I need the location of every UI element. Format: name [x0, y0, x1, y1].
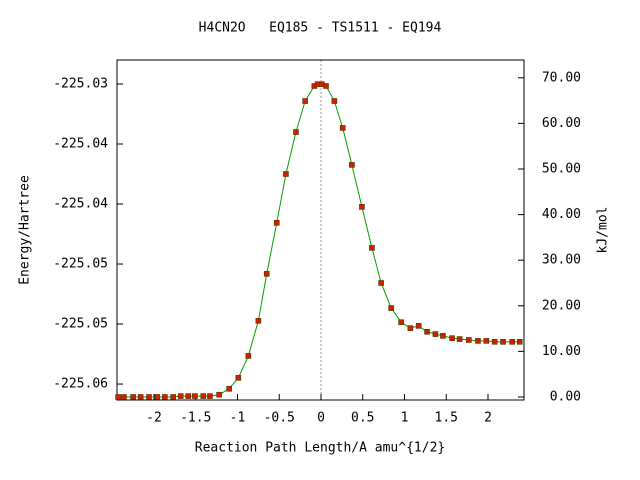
data-point [185, 393, 192, 399]
data-point [283, 171, 289, 177]
data-point [415, 323, 422, 329]
data-point [245, 353, 252, 359]
y2-tick-label: 20.00 [542, 298, 581, 313]
x-axis-label: Reaction Path Length/A amu^{1/2} [195, 441, 445, 456]
data-point [216, 391, 222, 398]
x-tick-label: -1.5 [180, 411, 211, 426]
y-tick-label: -225.05 [53, 257, 108, 272]
data-point [475, 338, 481, 344]
y2-tick-label: 10.00 [542, 344, 581, 359]
x-tick-label: -1 [230, 411, 246, 426]
y2-tick-label: 60.00 [542, 116, 581, 131]
data-point [192, 393, 198, 399]
data-point [302, 98, 308, 104]
data-point [456, 336, 463, 342]
data-point [273, 219, 280, 226]
y-tick-label: -225.03 [53, 77, 108, 92]
data-point [369, 245, 375, 251]
data-point [378, 280, 384, 286]
y-tick-label: -225.04 [53, 137, 108, 152]
data-point [255, 318, 262, 324]
data-point [407, 325, 414, 331]
data-point [424, 328, 430, 335]
y2-tick-label: 40.00 [542, 207, 581, 222]
chart-title: H4CN2O EQ185 - TS1511 - EQ194 [199, 21, 442, 36]
y-axis-label: Energy/Hartree [18, 175, 33, 285]
data-point [263, 271, 270, 277]
data-point [162, 394, 168, 400]
data-point [440, 333, 446, 339]
x-tick-label: -0.5 [264, 411, 295, 426]
data-point [349, 162, 355, 168]
y2-tick-label: 0.00 [550, 389, 581, 404]
data-point [207, 393, 213, 399]
data-point [359, 204, 365, 210]
y2-tick-label: 50.00 [542, 161, 581, 176]
y2-axis-label: kJ/mol [596, 207, 611, 254]
data-point [432, 331, 439, 337]
plot-frame [116, 59, 525, 401]
data-point [121, 394, 127, 400]
data-point [146, 394, 152, 400]
data-point [483, 338, 490, 344]
data-point [339, 125, 346, 131]
data-point [130, 394, 136, 400]
data-point [137, 394, 144, 400]
x-tick-label: 1.5 [435, 411, 458, 426]
data-point [115, 394, 121, 400]
y-tick-label: -225.06 [53, 377, 108, 392]
x-tick-label: 0.5 [351, 411, 374, 426]
data-point [466, 337, 472, 343]
data-point [388, 305, 394, 311]
data-point [509, 339, 516, 345]
x-tick-label: 1 [401, 411, 409, 426]
data-point [449, 335, 455, 341]
x-tick-label: -2 [146, 411, 162, 426]
data-point [491, 339, 498, 345]
data-point [177, 393, 184, 399]
y2-tick-label: 70.00 [542, 70, 581, 85]
data-point [323, 83, 329, 89]
data-point [200, 393, 207, 399]
x-tick-label: 2 [484, 411, 492, 426]
data-point [398, 319, 404, 326]
x-tick-label: 0 [317, 411, 325, 426]
data-point [154, 394, 161, 400]
data-point [293, 129, 299, 135]
data-point [226, 385, 232, 392]
data-point [516, 339, 523, 345]
data-point [235, 375, 242, 381]
data-point [170, 394, 176, 400]
y2-tick-label: 30.00 [542, 253, 581, 268]
data-point [331, 98, 338, 104]
y-tick-label: -225.04 [53, 197, 108, 212]
data-point [500, 339, 506, 345]
y-tick-label: -225.05 [53, 317, 108, 332]
